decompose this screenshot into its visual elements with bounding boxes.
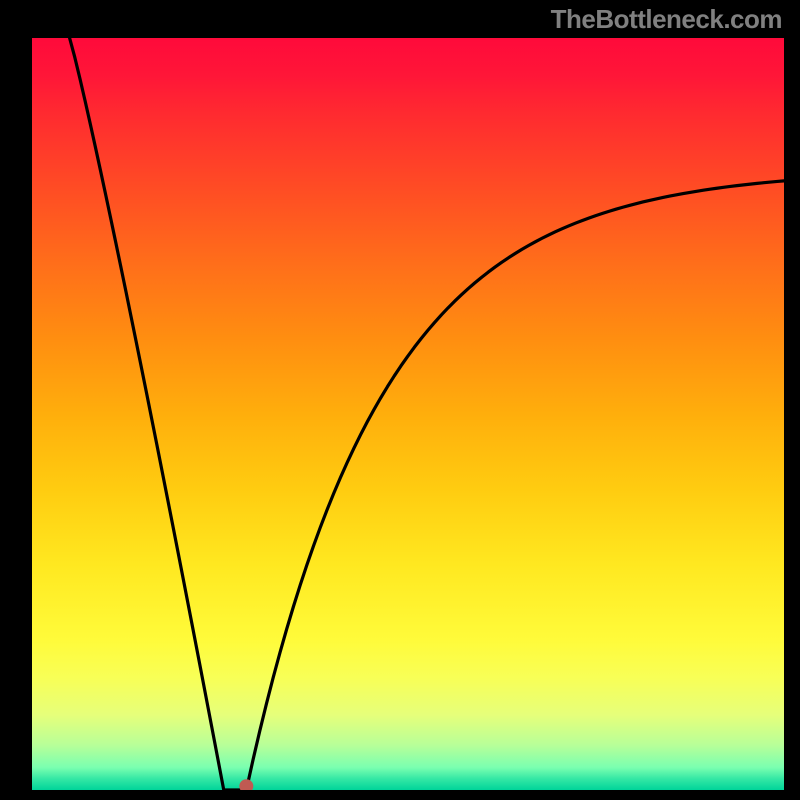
chart-container: TheBottleneck.com xyxy=(0,0,800,800)
watermark-text: TheBottleneck.com xyxy=(551,4,782,35)
plot-area xyxy=(32,38,784,790)
optimum-point-marker xyxy=(239,779,253,790)
plot-background xyxy=(32,38,784,790)
bottleneck-curve xyxy=(70,38,784,790)
chart-svg xyxy=(32,38,784,790)
